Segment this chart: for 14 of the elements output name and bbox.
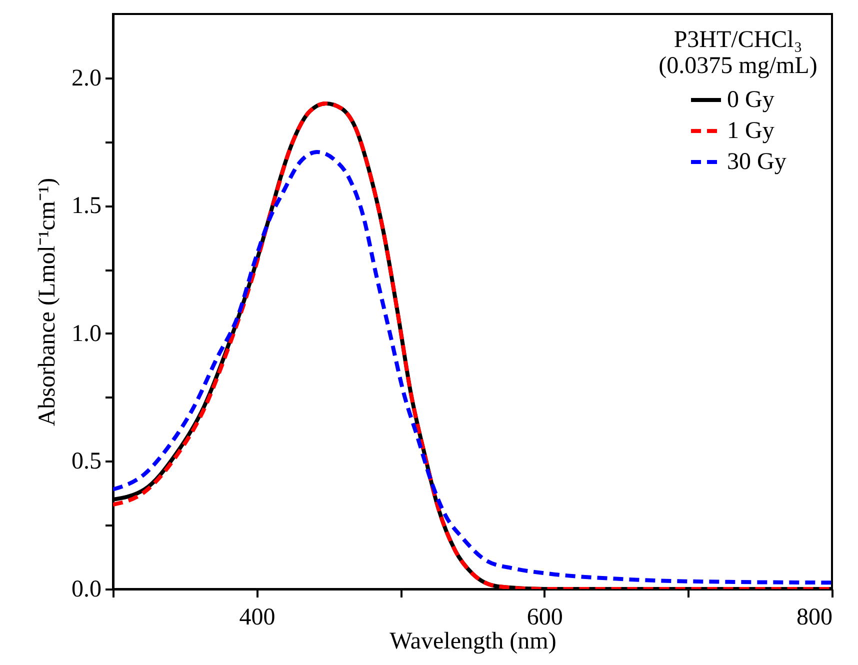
y-tick-label: 0.5	[72, 448, 102, 475]
legend-label: 0 Gy	[727, 87, 774, 113]
x-tick-label: 800	[796, 604, 832, 630]
y-axis-title: Absorbance (Lmol⁻¹cm⁻¹)	[34, 178, 60, 426]
x-tick-label: 600	[526, 604, 563, 630]
y-tick-label: 0.0	[72, 576, 102, 602]
legend-label: 30 Gy	[727, 149, 786, 175]
x-tick-label: 400	[239, 604, 276, 630]
x-axis-title: Wavelength (nm)	[390, 628, 556, 654]
legend-title: P3HT/CHCl₃ (0.0375 mg/mL)	[658, 27, 818, 79]
y-tick-label: 2.0	[72, 65, 102, 92]
legend-label: 1 Gy	[727, 118, 774, 144]
y-tick-label: 1.5	[72, 193, 102, 220]
y-tick-label: 1.0	[72, 320, 102, 347]
